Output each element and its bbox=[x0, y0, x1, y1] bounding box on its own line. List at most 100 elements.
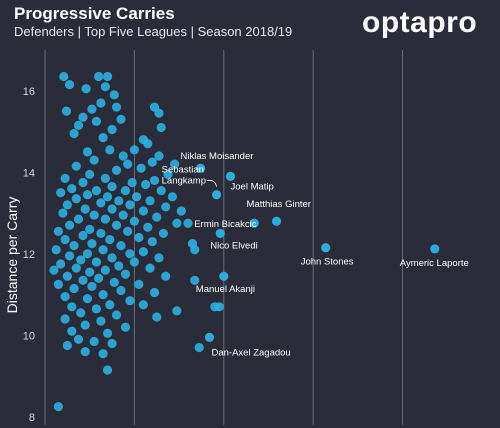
data-point bbox=[58, 208, 68, 218]
data-point bbox=[100, 214, 110, 224]
data-point bbox=[138, 247, 148, 257]
data-point bbox=[60, 173, 70, 183]
data-point bbox=[53, 226, 64, 236]
data-point bbox=[56, 259, 66, 269]
data-point bbox=[102, 192, 113, 202]
data-point bbox=[156, 122, 166, 133]
data-point bbox=[91, 186, 102, 196]
data-point bbox=[100, 82, 110, 92]
data-point bbox=[91, 304, 102, 314]
data-point bbox=[154, 108, 164, 118]
data-point bbox=[190, 245, 200, 255]
point-label: Aymeric Laporte bbox=[400, 258, 469, 269]
data-point bbox=[107, 253, 117, 263]
data-point bbox=[125, 296, 135, 306]
data-point bbox=[98, 289, 108, 300]
data-point bbox=[78, 230, 88, 241]
labeled-data-point bbox=[212, 190, 222, 200]
point-label: Sebastian bbox=[162, 165, 204, 176]
data-point bbox=[105, 145, 115, 155]
data-point bbox=[156, 186, 166, 196]
data-point bbox=[82, 249, 93, 259]
point-label: Langkamp bbox=[162, 176, 206, 187]
data-point bbox=[105, 300, 115, 310]
data-point bbox=[111, 102, 122, 112]
data-point bbox=[73, 334, 84, 345]
data-point bbox=[60, 292, 70, 302]
point-label: John Stones bbox=[301, 257, 354, 268]
data-point bbox=[152, 212, 162, 222]
data-point bbox=[107, 338, 117, 349]
data-point bbox=[80, 204, 90, 214]
label-layer: Niklas Moisander Joel Matip SebastianLangk… bbox=[162, 151, 469, 358]
data-point bbox=[67, 326, 77, 336]
data-point bbox=[87, 281, 97, 292]
data-point bbox=[89, 210, 99, 220]
data-point bbox=[129, 216, 139, 226]
data-point bbox=[154, 253, 164, 263]
y-tick-label: 8 bbox=[29, 412, 35, 424]
data-point bbox=[214, 302, 224, 312]
data-point bbox=[60, 234, 70, 245]
data-point bbox=[140, 179, 151, 190]
data-point bbox=[149, 175, 160, 186]
data-point bbox=[85, 169, 95, 179]
data-point bbox=[62, 200, 72, 210]
data-point bbox=[76, 255, 86, 265]
labeled-data-point bbox=[249, 218, 259, 228]
labeled-data-point bbox=[204, 332, 215, 342]
data-point bbox=[67, 302, 77, 312]
data-point bbox=[138, 300, 148, 310]
point-label: Dan-Axel Zagadou bbox=[211, 347, 290, 358]
data-point bbox=[85, 267, 95, 277]
data-point bbox=[163, 169, 173, 179]
data-point bbox=[114, 196, 124, 206]
data-point bbox=[149, 287, 160, 298]
data-point bbox=[94, 273, 104, 283]
data-point bbox=[73, 120, 84, 131]
data-point bbox=[158, 228, 169, 239]
data-point bbox=[89, 336, 99, 347]
label-connector bbox=[206, 179, 218, 187]
data-point bbox=[107, 204, 117, 214]
data-point bbox=[176, 206, 186, 216]
data-point bbox=[102, 365, 113, 375]
data-point bbox=[64, 80, 75, 90]
data-point bbox=[96, 228, 106, 239]
chart-subtitle: Defenders | Top Five Leagues | Season 20… bbox=[14, 24, 293, 39]
data-point bbox=[51, 245, 61, 255]
data-point bbox=[91, 257, 102, 267]
data-point bbox=[154, 151, 164, 161]
data-point bbox=[161, 202, 171, 212]
data-point bbox=[183, 218, 193, 228]
data-point bbox=[94, 71, 104, 82]
data-point bbox=[105, 234, 115, 245]
data-point bbox=[102, 328, 113, 338]
labeled-data-point bbox=[195, 163, 206, 173]
y-tick-label: 16 bbox=[23, 86, 35, 98]
data-point bbox=[116, 241, 126, 251]
data-point bbox=[116, 114, 126, 124]
data-point bbox=[100, 173, 110, 183]
data-point bbox=[62, 340, 72, 351]
point-label: Matthias Ginter bbox=[247, 199, 311, 210]
labeled-data-point bbox=[219, 271, 229, 281]
data-point bbox=[136, 163, 146, 173]
data-point bbox=[134, 279, 144, 289]
y-tick-label: 14 bbox=[23, 167, 35, 179]
data-point bbox=[145, 196, 155, 206]
data-point bbox=[96, 198, 106, 208]
data-point bbox=[85, 224, 95, 234]
data-point bbox=[118, 210, 128, 220]
data-point bbox=[143, 222, 153, 232]
data-point bbox=[127, 177, 137, 188]
data-point bbox=[123, 159, 133, 169]
tick-layer: 8 10 12 14 16 bbox=[23, 86, 35, 424]
point-label: Ermin Bicakcic bbox=[194, 219, 257, 230]
data-point bbox=[143, 139, 153, 149]
data-point bbox=[78, 177, 88, 188]
data-point bbox=[67, 183, 77, 194]
point-label: Nico Elvedi bbox=[210, 240, 258, 251]
labeled-data-point bbox=[271, 216, 282, 226]
data-point bbox=[172, 306, 182, 316]
